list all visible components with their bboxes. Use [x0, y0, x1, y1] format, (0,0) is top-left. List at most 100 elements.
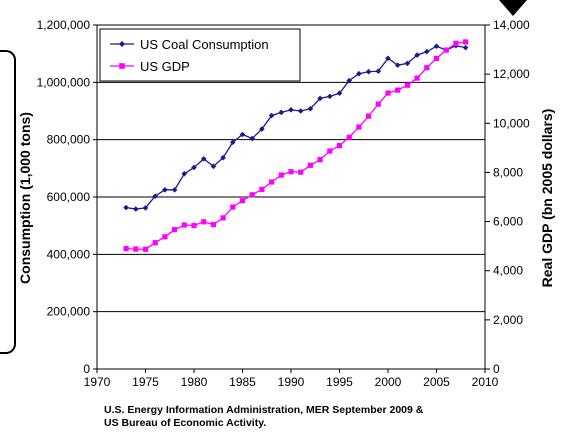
series-us-gdp	[123, 39, 469, 252]
data-point-us-coal-consumption	[200, 156, 207, 162]
source-note: U.S. Energy Information Administration, …	[104, 404, 504, 430]
data-point-us-coal-consumption	[394, 62, 401, 68]
data-point-us-coal-consumption	[365, 68, 372, 75]
gridlines	[97, 24, 485, 313]
series-group	[123, 39, 469, 252]
data-point-us-gdp	[404, 82, 410, 88]
right-tick-label: 0	[493, 362, 500, 376]
right-y-axis-title: Real GDP (bn 2005 dollars)	[539, 109, 555, 288]
data-point-us-coal-consumption	[171, 187, 178, 193]
left-tick-label: 600,000	[47, 190, 91, 204]
data-point-us-gdp	[249, 192, 255, 198]
right-tick-label: 6,000	[493, 215, 523, 229]
data-point-us-coal-consumption	[249, 135, 255, 142]
data-point-us-coal-consumption	[356, 70, 362, 77]
data-point-us-gdp	[201, 219, 207, 225]
data-point-us-gdp	[375, 101, 381, 107]
data-point-us-coal-consumption	[404, 60, 411, 67]
data-point-us-gdp	[356, 124, 362, 130]
x-axis-ticks: 1970 1975 1980 1985 1990 1995 2000 2005 2010	[84, 369, 499, 389]
data-point-us-gdp	[191, 222, 197, 229]
right-tick-label: 8,000	[493, 165, 523, 179]
left-y-axis-title: Consumption (1,000 tons)	[17, 112, 33, 284]
data-point-us-gdp	[317, 157, 323, 163]
data-point-us-gdp	[288, 169, 294, 175]
left-tick-label: 1,000,000	[37, 75, 91, 89]
data-point-us-coal-consumption	[462, 44, 469, 51]
data-point-us-gdp	[123, 246, 129, 252]
data-point-us-gdp	[463, 39, 469, 45]
data-point-us-gdp	[239, 198, 246, 204]
data-point-us-coal-consumption	[259, 126, 265, 132]
left-tick-label: 400,000	[47, 247, 91, 261]
data-point-us-gdp	[269, 179, 275, 185]
data-point-us-gdp	[307, 162, 313, 168]
x-tick-label: 1975	[132, 375, 159, 389]
data-point-us-gdp	[414, 75, 420, 81]
x-tick-label: 2010	[472, 375, 499, 389]
data-point-us-gdp	[259, 186, 265, 192]
x-tick-label: 2000	[375, 375, 402, 389]
data-point-us-coal-consumption	[142, 205, 149, 211]
right-tick-label: 4,000	[493, 264, 523, 278]
data-point-us-coal-consumption	[336, 90, 343, 97]
data-point-us-coal-consumption	[162, 187, 168, 193]
data-point-us-coal-consumption	[220, 154, 226, 161]
data-point-us-gdp	[298, 169, 304, 175]
left-tick-label: 200,000	[47, 305, 91, 319]
data-point-us-coal-consumption	[133, 206, 139, 212]
data-point-us-coal-consumption	[210, 163, 217, 170]
source-line-2: US Bureau of Economic Activity.	[104, 417, 267, 429]
data-point-us-gdp	[385, 90, 391, 96]
data-point-us-coal-consumption	[375, 68, 382, 74]
right-tick-label: 14,000	[493, 18, 530, 32]
data-point-us-gdp	[453, 40, 459, 47]
data-point-us-gdp	[336, 143, 343, 149]
data-point-us-coal-consumption	[433, 43, 440, 50]
data-point-us-gdp	[278, 172, 284, 178]
x-tick-label: 2005	[423, 375, 450, 389]
data-point-us-coal-consumption	[191, 164, 197, 171]
data-point-us-coal-consumption	[239, 131, 246, 138]
legend-box	[99, 28, 301, 82]
legend-marker-us-gdp	[119, 63, 125, 69]
data-point-us-gdp	[133, 246, 139, 252]
data-point-us-coal-consumption	[385, 55, 391, 62]
x-tick-label: 1995	[326, 375, 353, 389]
series-us-coal-consumption	[123, 42, 469, 212]
data-point-us-coal-consumption	[297, 108, 304, 114]
data-point-us-gdp	[152, 240, 158, 246]
legend-marker-us-coal-consumption	[119, 41, 125, 47]
slide-decoration-bracket	[0, 50, 16, 354]
right-tick-label: 10,000	[493, 116, 530, 130]
data-point-us-gdp	[327, 148, 333, 154]
x-tick-label: 1990	[278, 375, 305, 389]
data-point-us-coal-consumption	[152, 193, 158, 199]
data-point-us-gdp	[424, 65, 430, 71]
x-tick-label: 1980	[181, 375, 208, 389]
data-point-us-gdp	[395, 87, 401, 93]
data-point-us-coal-consumption	[307, 105, 314, 112]
left-y-axis-ticks: 0 200,000 400,000 600,000 800,000 1,000,000 1,…	[37, 18, 97, 376]
left-tick-label: 0	[83, 362, 90, 376]
slide-decoration-arrow	[499, 0, 527, 16]
legend: US Coal Consumption US GDP	[99, 28, 301, 82]
data-point-us-coal-consumption	[278, 109, 285, 116]
legend-label-us-gdp: US GDP	[140, 59, 190, 74]
data-point-us-gdp	[210, 221, 216, 228]
right-y-axis-ticks: 0 2,000 4,000 6,000 8,000 10,000 12,000 14,000	[485, 18, 530, 376]
source-line-1: U.S. Energy Information Administration, …	[104, 404, 424, 416]
left-tick-label: 800,000	[47, 133, 91, 147]
data-point-us-gdp	[230, 204, 236, 210]
data-point-us-gdp	[366, 113, 372, 119]
data-point-us-coal-consumption	[288, 107, 294, 113]
data-point-us-coal-consumption	[123, 204, 129, 211]
data-point-us-gdp	[220, 215, 226, 221]
dual-axis-line-chart: 1970 1975 1980 1985 1990 1995 2000 2005 2010 0 20…	[17, 18, 555, 389]
right-tick-label: 2,000	[493, 313, 523, 327]
data-point-us-coal-consumption	[268, 112, 275, 119]
legend-label-us-coal-consumption: US Coal Consumption	[140, 37, 269, 52]
left-tick-label: 1,200,000	[37, 18, 91, 32]
data-point-us-coal-consumption	[414, 52, 420, 58]
data-point-us-coal-consumption	[230, 139, 236, 146]
